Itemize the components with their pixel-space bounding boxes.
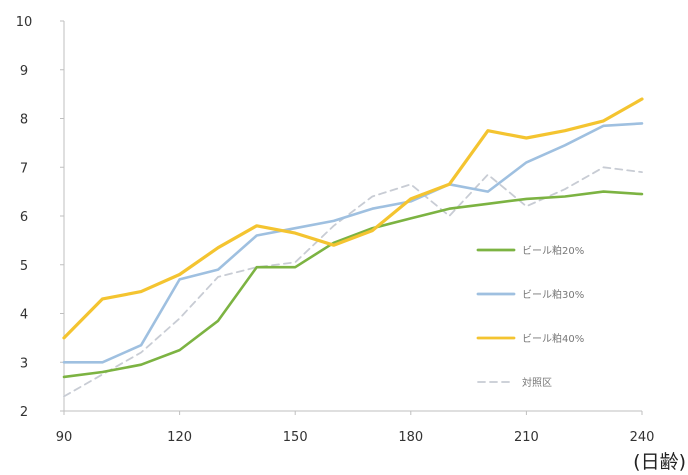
y-tick-label: 2	[20, 405, 28, 420]
series-line-3	[62, 97, 644, 340]
y-tick-label: 3	[20, 356, 28, 371]
x-tick-label: 180	[398, 430, 423, 445]
y-tick-label: 5	[20, 259, 28, 274]
legend-label-3: ビール粕40%	[522, 332, 584, 345]
series-layer	[62, 97, 644, 398]
legend-label-1: ビール粕20%	[522, 244, 584, 257]
x-tick-label: 210	[514, 430, 539, 445]
legend-label-4: 対照区	[522, 376, 552, 389]
y-tick-label: 8	[20, 113, 28, 128]
y-tick-label: 9	[20, 64, 28, 79]
y-tick-label: 7	[20, 161, 28, 176]
axes: 2 3 4 5 6 7 8 9 10 90 120 150 180 210 240	[16, 15, 655, 445]
y-tick-label: 10	[16, 15, 33, 30]
series-line-1	[62, 190, 644, 379]
legend: ビール粕20% ビール粕30% ビール粕40% 対照区	[476, 244, 584, 389]
x-tick-label: 90	[56, 430, 73, 445]
x-axis-unit: (日齢)	[633, 451, 686, 473]
y-tick-label: 6	[20, 210, 28, 225]
x-tick-label: 240	[630, 430, 655, 445]
legend-label-2: ビール粕30%	[522, 288, 584, 301]
y-tick-label: 4	[20, 308, 28, 323]
x-tick-label: 150	[283, 430, 308, 445]
series-line-2	[62, 122, 644, 364]
x-tick-label: 120	[167, 430, 192, 445]
